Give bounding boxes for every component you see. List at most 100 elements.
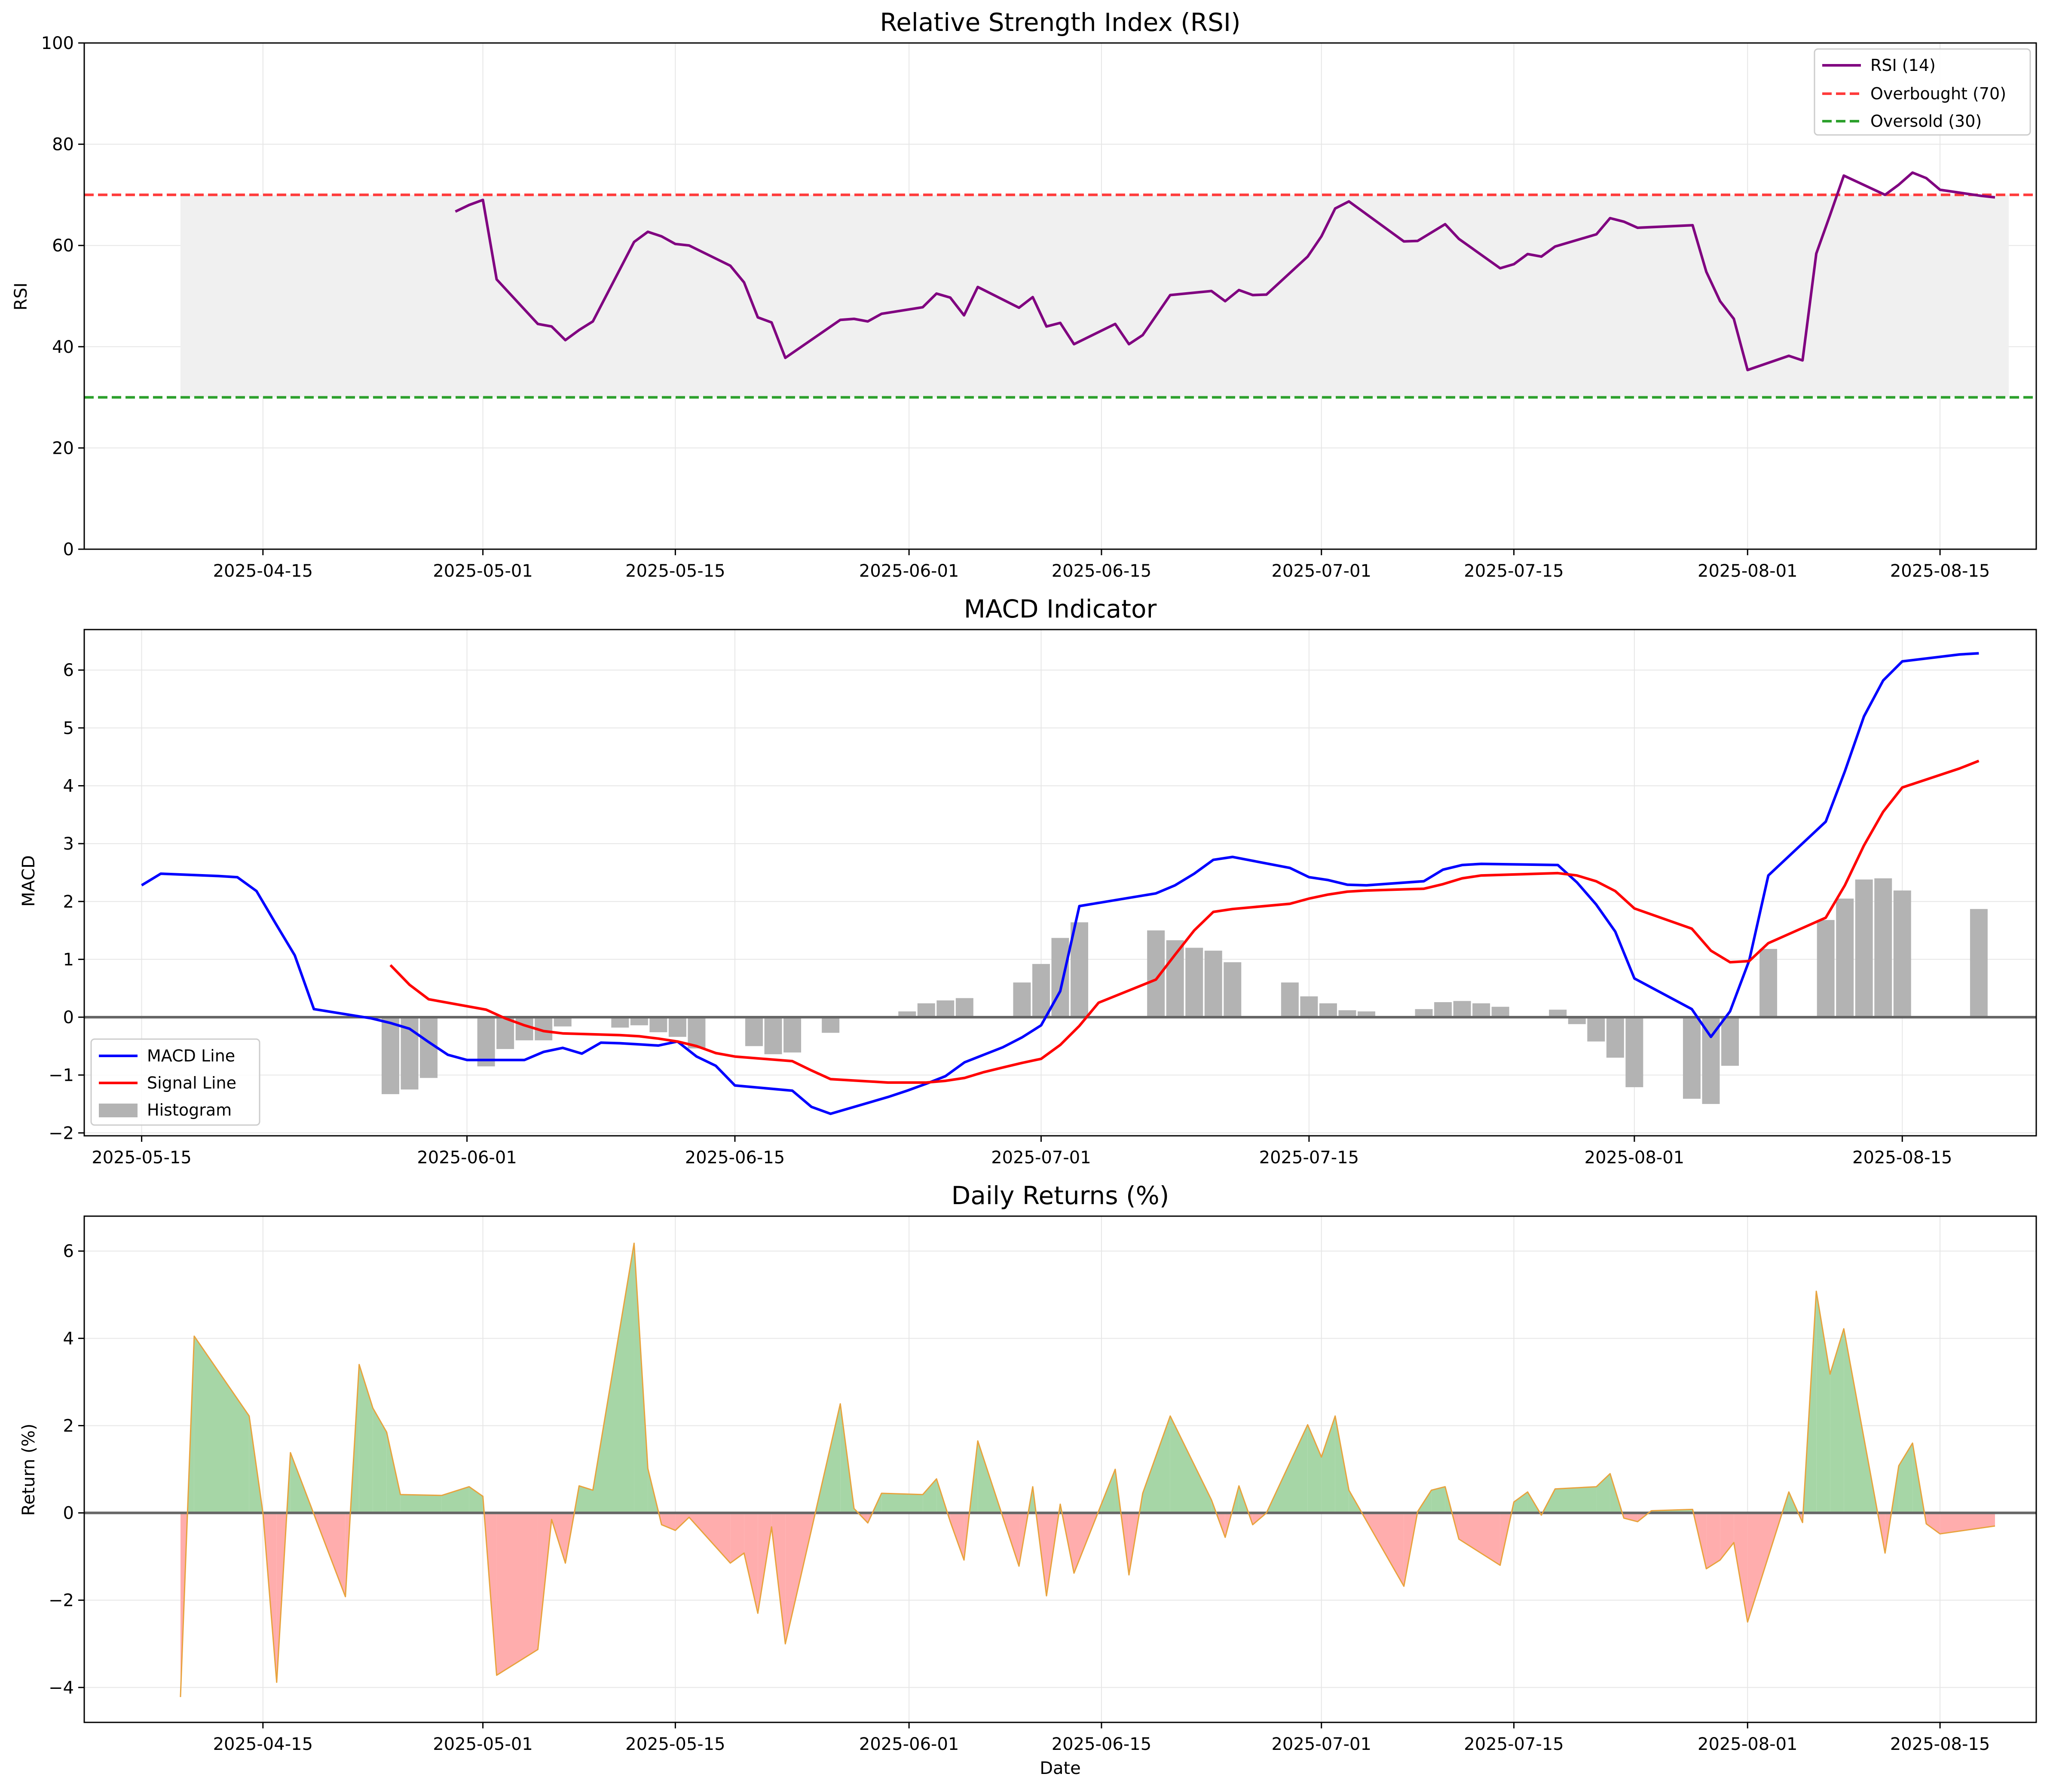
histogram-bar [1491,1006,1509,1018]
positive-return-area [881,1493,923,1513]
histogram-bar [898,1011,916,1018]
positive-return-area [593,1243,634,1513]
returns-plot: 2025-04-15 2025-05-01 2025-05-15 2025-06-01… [49,1215,2037,1754]
rsi-plot: 2025-04-15 2025-05-01 2025-05-15 2025-06-01… [41,34,2037,581]
positive-return-area [1514,1492,1528,1513]
positive-return-area [1170,1416,1212,1513]
plot-frame [83,1215,2037,1723]
histogram-bar [1166,940,1184,1018]
histogram-bar [1071,922,1089,1018]
returns-xlabel: Date [1040,1758,1081,1778]
x-tick-label: 2025-08-15 [1890,561,1990,581]
y-tick-label: 0 [63,1504,74,1523]
x-tick-label: 2025-06-15 [1052,561,1151,581]
histogram-bar [1893,890,1911,1018]
negative-return-area [689,1513,731,1563]
negative-return-area [730,1513,744,1563]
macd-plot: 2025-05-15 2025-06-01 2025-06-15 2025-07-01… [49,629,2037,1168]
histogram-bar [1185,948,1203,1018]
negative-return-area [1940,1513,1995,1534]
histogram-bar [668,1017,686,1037]
x-tick-label: 2025-04-15 [213,1734,313,1754]
rsi-line [455,171,1995,371]
histogram-bar [515,1017,533,1040]
y-tick-label: 6 [63,661,74,680]
x-tick-label: 2025-07-01 [1271,1734,1371,1754]
negative-return-area [1624,1513,1638,1522]
negative-return-area [1706,1513,1720,1569]
returns-ylabel: Return (%) [19,1424,39,1516]
x-tick-label: 2025-05-15 [625,1734,725,1754]
x-tick-label: 2025-06-15 [685,1148,785,1168]
histogram-bar [1606,1017,1624,1058]
x-tick-label: 2025-06-01 [859,561,959,581]
x-tick-label: 2025-05-15 [92,1148,191,1168]
negative-return-area [675,1513,689,1531]
histogram-bar [496,1017,514,1049]
histogram-bar [1625,1017,1643,1087]
macd-legend: MACD Line Signal Line Histogram [90,1038,260,1126]
histogram-legend-swatch [99,1104,138,1117]
x-tick-label: 2025-04-15 [213,561,313,581]
positive-return-area [1431,1486,1445,1513]
x-tick-label: 2025-08-15 [1890,1734,1990,1754]
positive-return-area [359,1364,373,1513]
y-tick-label: 5 [63,719,74,738]
y-tick-label: 1 [63,950,74,969]
histogram-bar [1472,1003,1490,1018]
positive-return-area [373,1408,387,1513]
rsi-panel: Relative Strength Index (RSI) RSI 2025-0… [11,8,2037,581]
histogram-bar [1434,1002,1452,1018]
histogram-legend-label: Histogram [147,1101,232,1119]
histogram-bar [955,998,973,1018]
rsi-ylabel: RSI [11,283,31,311]
histogram-bar [1357,1011,1375,1018]
positive-return-area [923,1479,937,1513]
y-tick-label: 6 [63,1242,74,1261]
y-tick-label: −1 [49,1066,74,1086]
returns-title: Daily Returns (%) [952,1181,1169,1210]
histogram-bar [764,1017,782,1055]
x-tick-label: 2025-07-15 [1259,1148,1359,1168]
positive-return-area [1830,1329,1844,1513]
y-tick-label: 2 [63,892,74,912]
positive-return-area [1555,1486,1597,1513]
positive-return-area [441,1486,469,1513]
x-tick-label: 2025-06-01 [417,1148,517,1168]
histogram-bar [1568,1017,1586,1024]
negative-return-area [1459,1513,1500,1566]
x-tick-label: 2025-08-01 [1585,1148,1684,1168]
histogram-bar [1319,1003,1337,1018]
macd-ylabel: MACD [19,855,39,907]
plot-frame [83,629,2037,1137]
macd-legend-label: MACD Line [147,1046,235,1065]
negative-return-area [744,1513,758,1614]
x-tick-label: 2025-07-01 [1271,561,1371,581]
histogram-bar [822,1017,840,1033]
negative-return-area [950,1513,964,1560]
histogram-bar [649,1017,667,1033]
y-tick-label: 60 [52,236,74,256]
positive-return-area [400,1494,442,1513]
x-tick-label: 2025-07-15 [1464,561,1564,581]
positive-return-area [386,1432,401,1513]
histogram-bar [1338,1010,1356,1018]
histogram-bar [936,1000,955,1018]
histogram-bar [1855,879,1873,1018]
histogram-bar [1453,1001,1471,1018]
returns-panel: Daily Returns (%) Return (%) Date 2025-0… [19,1181,2037,1778]
histogram-bar [420,1017,438,1078]
negative-return-area [1926,1513,1940,1534]
histogram-bar [1836,899,1854,1018]
histogram-bar [1147,930,1165,1018]
plot-body [84,171,2036,399]
histogram-bar [554,1017,572,1027]
histogram-bar [1051,938,1069,1018]
y-tick-label: 100 [41,34,74,53]
x-tick-label: 2025-08-01 [1698,561,1797,581]
x-tick-label: 2025-08-01 [1698,1734,1797,1754]
x-tick-label: 2025-05-01 [433,561,532,581]
histogram-bar [1549,1009,1567,1018]
y-tick-label: 2 [63,1416,74,1436]
x-tick-label: 2025-08-15 [1852,1148,1952,1168]
